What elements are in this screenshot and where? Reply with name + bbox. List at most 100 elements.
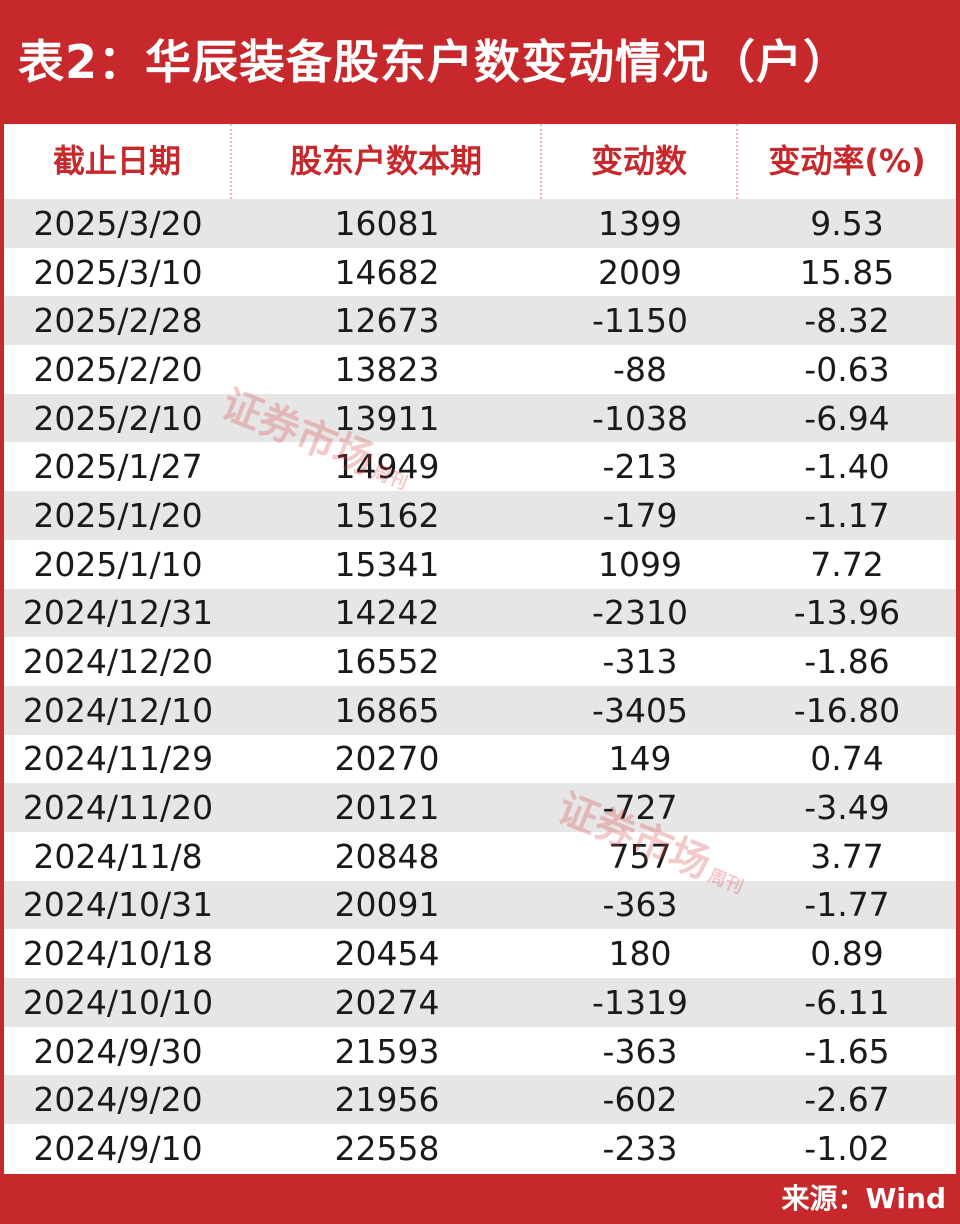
- table-row: 2024/10/18 20454 180 0.89: [4, 929, 956, 978]
- cell-date: 2025/3/20: [33, 203, 203, 243]
- cell-change: -2310: [592, 593, 688, 633]
- table-row: 2025/1/20 15162 -179 -1.17: [4, 491, 956, 540]
- table-row: 2025/2/10 13911 -1038 -6.94: [4, 393, 956, 443]
- cell-date: 2024/10/10: [22, 982, 214, 1022]
- cell-holders: 14949: [334, 447, 440, 487]
- cell-change-rate: 15.85: [799, 252, 895, 292]
- cell-change: -88: [613, 349, 667, 389]
- cell-change-rate: -2.67: [804, 1080, 890, 1120]
- cell-date: 2025/2/10: [33, 398, 203, 438]
- table-row: 2024/11/8 20848 757 3.77: [4, 832, 956, 881]
- cell-change-rate: -3.49: [804, 788, 890, 828]
- cell-holders: 14242: [334, 593, 440, 633]
- cell-change-rate: -0.63: [804, 349, 890, 389]
- cell-change-rate: -1.65: [804, 1031, 890, 1071]
- cell-holders: 16865: [334, 690, 440, 730]
- table-row: 2025/1/10 15341 1099 7.72: [4, 540, 956, 589]
- table-body: 2025/3/20 16081 1399 9.53 2025/3/10 14682 2009…: [4, 199, 956, 1173]
- table-row: 2024/12/10 16865 -3405 -16.80: [4, 685, 956, 735]
- cell-change-rate: -16.80: [793, 690, 901, 730]
- cell-date: 2024/11/20: [22, 788, 214, 828]
- header-change-rate: 变动率(%): [768, 142, 926, 180]
- table-title: 表2：华辰装备股东户数变动情况（户）: [0, 0, 960, 124]
- cell-change-rate: 3.77: [810, 836, 884, 876]
- table-row: 2024/10/10 20274 -1319 -6.11: [4, 978, 956, 1027]
- cell-change: -3405: [592, 690, 688, 730]
- cell-date: 2024/9/10: [33, 1128, 203, 1168]
- cell-change: -727: [602, 788, 678, 828]
- cell-date: 2024/12/20: [22, 642, 214, 682]
- cell-change: 757: [608, 836, 672, 876]
- cell-holders: 16552: [334, 642, 440, 682]
- cell-holders: 13823: [334, 349, 440, 389]
- header-change: 变动数: [542, 124, 738, 199]
- cell-change: -363: [602, 885, 678, 925]
- source-footer: 来源：Wind: [0, 1174, 960, 1224]
- cell-holders: 20454: [334, 934, 440, 974]
- table-row: 2024/11/29 20270 149 0.74: [4, 735, 956, 784]
- table-row: 2024/11/20 20121 -727 -3.49: [4, 783, 956, 832]
- table-row: 2024/10/31 20091 -363 -1.77: [4, 880, 956, 930]
- cell-change: -233: [602, 1128, 678, 1168]
- header-holders: 股东户数本期: [232, 124, 542, 199]
- cell-holders: 12673: [334, 301, 440, 341]
- cell-change-rate: 9.53: [810, 203, 884, 243]
- cell-date: 2024/10/18: [22, 934, 214, 974]
- cell-holders: 21593: [334, 1031, 440, 1071]
- table-row: 2024/9/20 21956 -602 -2.67: [4, 1075, 956, 1125]
- cell-change-rate: -13.96: [793, 593, 901, 633]
- cell-change: -313: [602, 642, 678, 682]
- table-row: 2025/3/20 16081 1399 9.53: [4, 199, 956, 248]
- cell-change: -1038: [592, 398, 688, 438]
- cell-change-rate: -1.40: [804, 447, 890, 487]
- cell-change-rate: -1.77: [804, 885, 890, 925]
- cell-date: 2025/2/28: [33, 301, 203, 341]
- table-row: 2025/2/20 13823 -88 -0.63: [4, 345, 956, 394]
- cell-change-rate: 7.72: [810, 544, 884, 584]
- cell-date: 2024/12/10: [22, 690, 214, 730]
- shareholder-table: 截止日期 股东户数本期 变动数 变动率(%) 2025/3/20 16081 139…: [4, 124, 956, 1173]
- cell-holders: 20274: [334, 982, 440, 1022]
- cell-holders: 22558: [334, 1128, 440, 1168]
- cell-holders: 20121: [334, 788, 440, 828]
- table-row: 2025/1/27 14949 -213 -1.40: [4, 442, 956, 491]
- cell-change-rate: -6.94: [804, 398, 890, 438]
- cell-change: 1099: [598, 544, 682, 584]
- cell-date: 2024/12/31: [22, 593, 214, 633]
- cell-change-rate: -1.02: [804, 1128, 890, 1168]
- cell-date: 2024/9/20: [33, 1080, 203, 1120]
- cell-date: 2024/11/29: [22, 739, 214, 779]
- cell-date: 2024/11/8: [33, 836, 203, 876]
- table-row: 2024/9/30 21593 -363 -1.65: [4, 1027, 956, 1076]
- cell-holders: 15162: [334, 495, 440, 535]
- table-row: 2024/12/31 14242 -2310 -13.96: [4, 588, 956, 638]
- cell-change-rate: -6.11: [804, 982, 890, 1022]
- cell-holders: 14682: [334, 252, 440, 292]
- table-row: 2025/2/28 12673 -1150 -8.32: [4, 296, 956, 346]
- cell-holders: 21956: [334, 1080, 440, 1120]
- cell-holders: 16081: [334, 203, 440, 243]
- cell-date: 2025/1/20: [33, 495, 203, 535]
- cell-change: 180: [608, 934, 672, 974]
- cell-date: 2025/1/10: [33, 544, 203, 584]
- cell-change-rate: -1.17: [804, 495, 890, 535]
- cell-holders: 20848: [334, 836, 440, 876]
- cell-holders: 13911: [334, 398, 440, 438]
- cell-holders: 20091: [334, 885, 440, 925]
- cell-date: 2025/3/10: [33, 252, 203, 292]
- table-row: 2024/9/10 22558 -233 -1.02: [4, 1124, 956, 1173]
- cell-change: 2009: [598, 252, 682, 292]
- cell-change: -1150: [592, 301, 688, 341]
- cell-date: 2024/10/31: [22, 885, 214, 925]
- table-row: 2025/3/10 14682 2009 15.85: [4, 248, 956, 297]
- table-header-row: 截止日期 股东户数本期 变动数 变动率(%): [4, 124, 956, 199]
- cell-change: 149: [608, 739, 672, 779]
- cell-change-rate: -8.32: [804, 301, 890, 341]
- cell-change-rate: 0.89: [810, 934, 884, 974]
- cell-date: 2025/1/27: [33, 447, 203, 487]
- cell-holders: 15341: [334, 544, 440, 584]
- cell-date: 2025/2/20: [33, 349, 203, 389]
- cell-change: -363: [602, 1031, 678, 1071]
- cell-change: 1399: [598, 203, 682, 243]
- table-row: 2024/12/20 16552 -313 -1.86: [4, 637, 956, 686]
